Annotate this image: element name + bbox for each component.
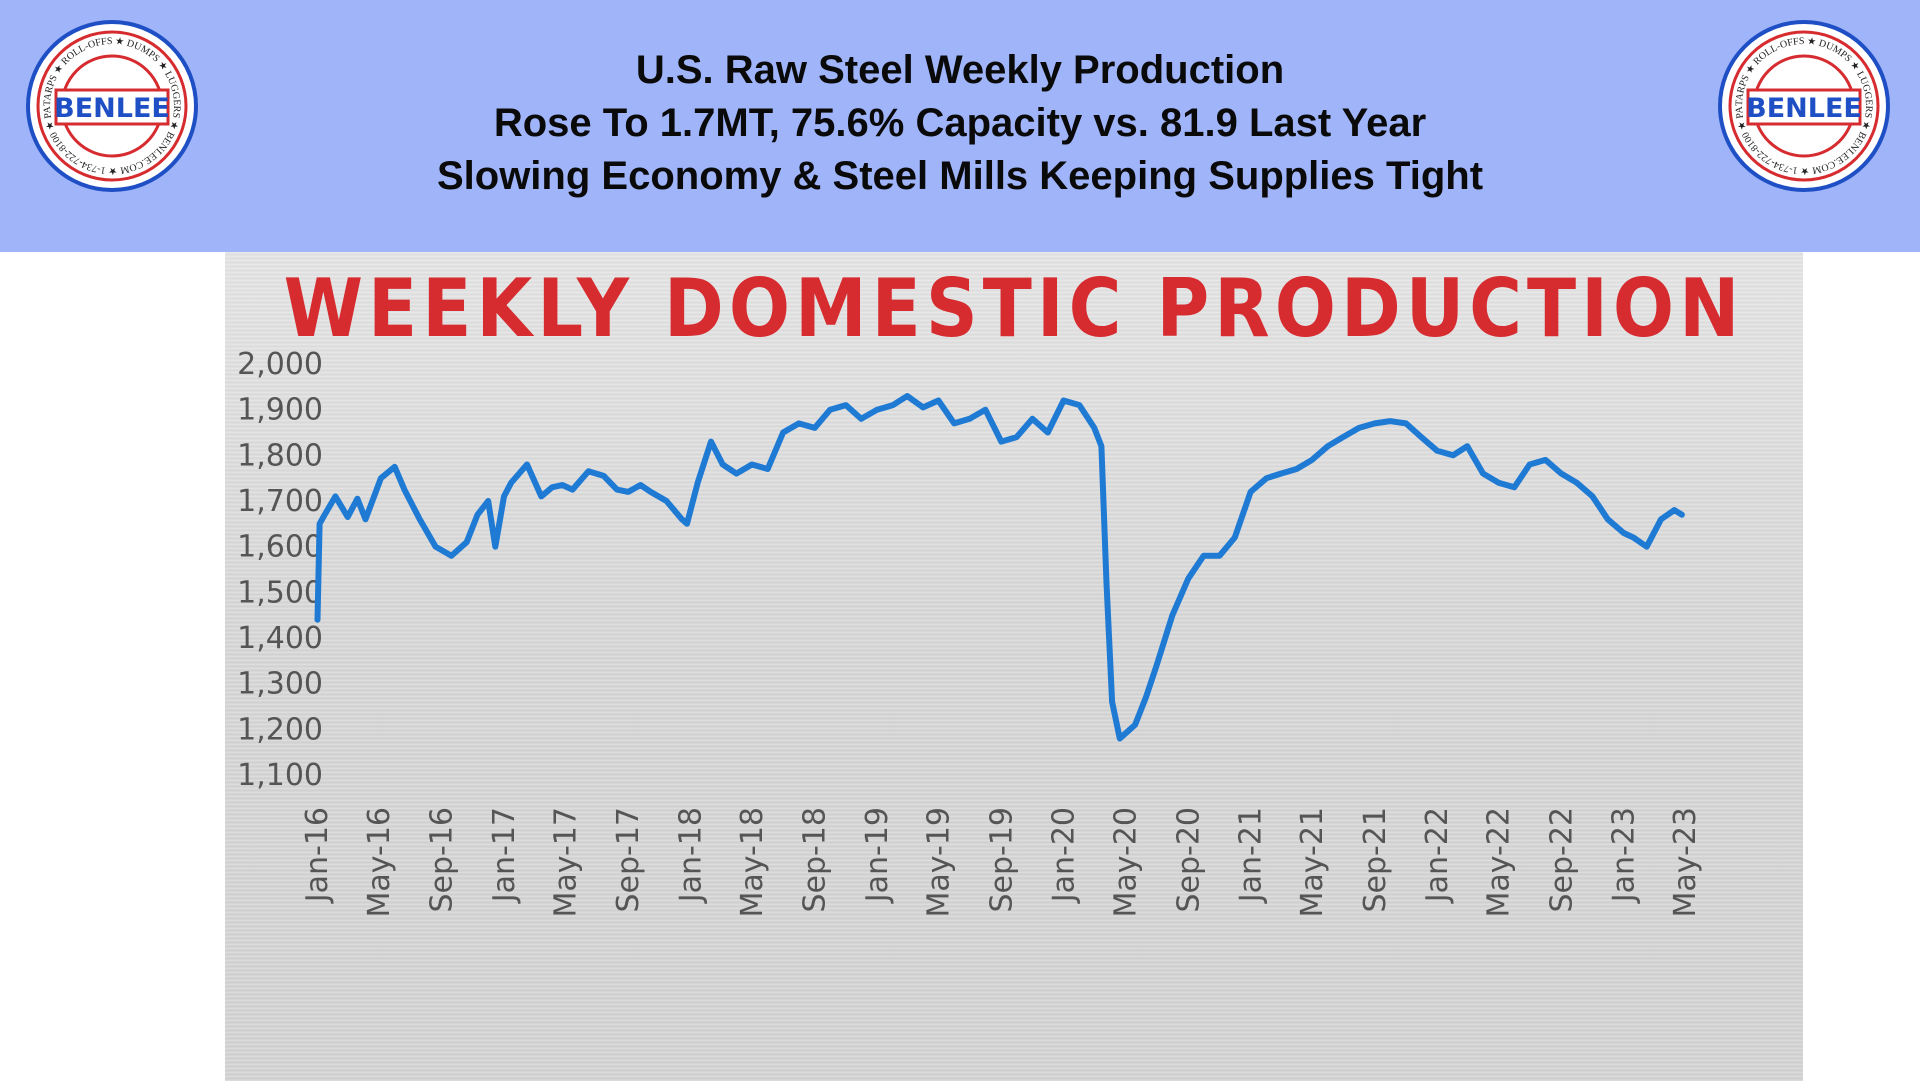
x-tick-label: May-22 bbox=[1481, 807, 1516, 918]
headline-line-2: Rose To 1.7MT, 75.6% Capacity vs. 81.9 L… bbox=[493, 101, 1427, 145]
y-tick-label: 1,600 bbox=[237, 530, 323, 565]
x-tick-label: Sep-19 bbox=[984, 807, 1019, 913]
x-tick-label: May-18 bbox=[735, 807, 770, 918]
logo-brand: BENLEE bbox=[54, 93, 170, 124]
x-tick-label: Sep-22 bbox=[1544, 807, 1579, 913]
y-tick-label: 1,700 bbox=[237, 484, 323, 519]
x-tick-label: Sep-20 bbox=[1171, 807, 1206, 913]
x-tick-label: Jan-18 bbox=[674, 807, 709, 904]
x-tick-label: Jan-17 bbox=[487, 807, 522, 904]
y-tick-label: 1,300 bbox=[237, 667, 323, 702]
y-tick-label: 1,400 bbox=[237, 621, 323, 656]
y-tick-label: 1,100 bbox=[237, 758, 323, 793]
line-chart: 2,000 1,900 1,800 1,700 1,600 1,500 1,400 1,300… bbox=[237, 347, 1703, 918]
y-tick-label: 1,500 bbox=[237, 575, 323, 610]
x-tick-label: Jan-21 bbox=[1234, 807, 1269, 904]
x-tick-label: Jan-16 bbox=[300, 807, 335, 904]
x-tick-label: May-17 bbox=[548, 807, 583, 918]
chart-panel: WEEKLY DOMESTIC PRODUCTION 2,000 1,900 1,8… bbox=[225, 252, 1803, 1081]
x-tick-label: May-23 bbox=[1668, 807, 1703, 918]
benlee-logo-right: TARPS ★ ROLL-OFFS ★ DUMPS ★ LUGGERS ★ BE… bbox=[1718, 20, 1890, 192]
header-banner: TARPS ★ ROLL-OFFS ★ DUMPS ★ LUGGERS ★ BE… bbox=[0, 0, 1920, 252]
x-tick-label: Sep-21 bbox=[1358, 807, 1393, 913]
production-line bbox=[314, 393, 1685, 742]
x-tick-label: Sep-18 bbox=[798, 807, 833, 913]
x-tick-label: May-16 bbox=[362, 807, 397, 918]
logo-brand: BENLEE bbox=[1746, 93, 1862, 124]
x-tick-label: Sep-17 bbox=[611, 807, 646, 913]
x-tick-label: Jan-20 bbox=[1047, 807, 1082, 904]
x-tick-label: May-21 bbox=[1295, 807, 1330, 918]
x-tick-label: Jan-23 bbox=[1607, 807, 1642, 904]
y-tick-label: 1,800 bbox=[237, 438, 323, 473]
chart-title: WEEKLY DOMESTIC PRODUCTION bbox=[283, 260, 1745, 356]
headline-line-3: Slowing Economy & Steel Mills Keeping Su… bbox=[436, 154, 1484, 198]
brushed-metal-background bbox=[225, 252, 1803, 1081]
y-tick-label: 1,900 bbox=[237, 393, 323, 428]
x-tick-label: May-20 bbox=[1108, 807, 1143, 918]
y-tick-label: 1,200 bbox=[237, 712, 323, 747]
y-tick-label: 2,000 bbox=[237, 347, 323, 382]
headline-line-1: U.S. Raw Steel Weekly Production bbox=[635, 48, 1285, 92]
x-tick-label: Sep-16 bbox=[425, 807, 460, 913]
benlee-logo-left: TARPS ★ ROLL-OFFS ★ DUMPS ★ LUGGERS ★ BE… bbox=[26, 20, 198, 192]
x-tick-label: Jan-22 bbox=[1420, 807, 1455, 904]
header-titles: U.S. Raw Steel Weekly Production Rose To… bbox=[300, 44, 1620, 203]
x-tick-label: May-19 bbox=[921, 807, 956, 918]
x-tick-label: Jan-19 bbox=[860, 807, 895, 904]
